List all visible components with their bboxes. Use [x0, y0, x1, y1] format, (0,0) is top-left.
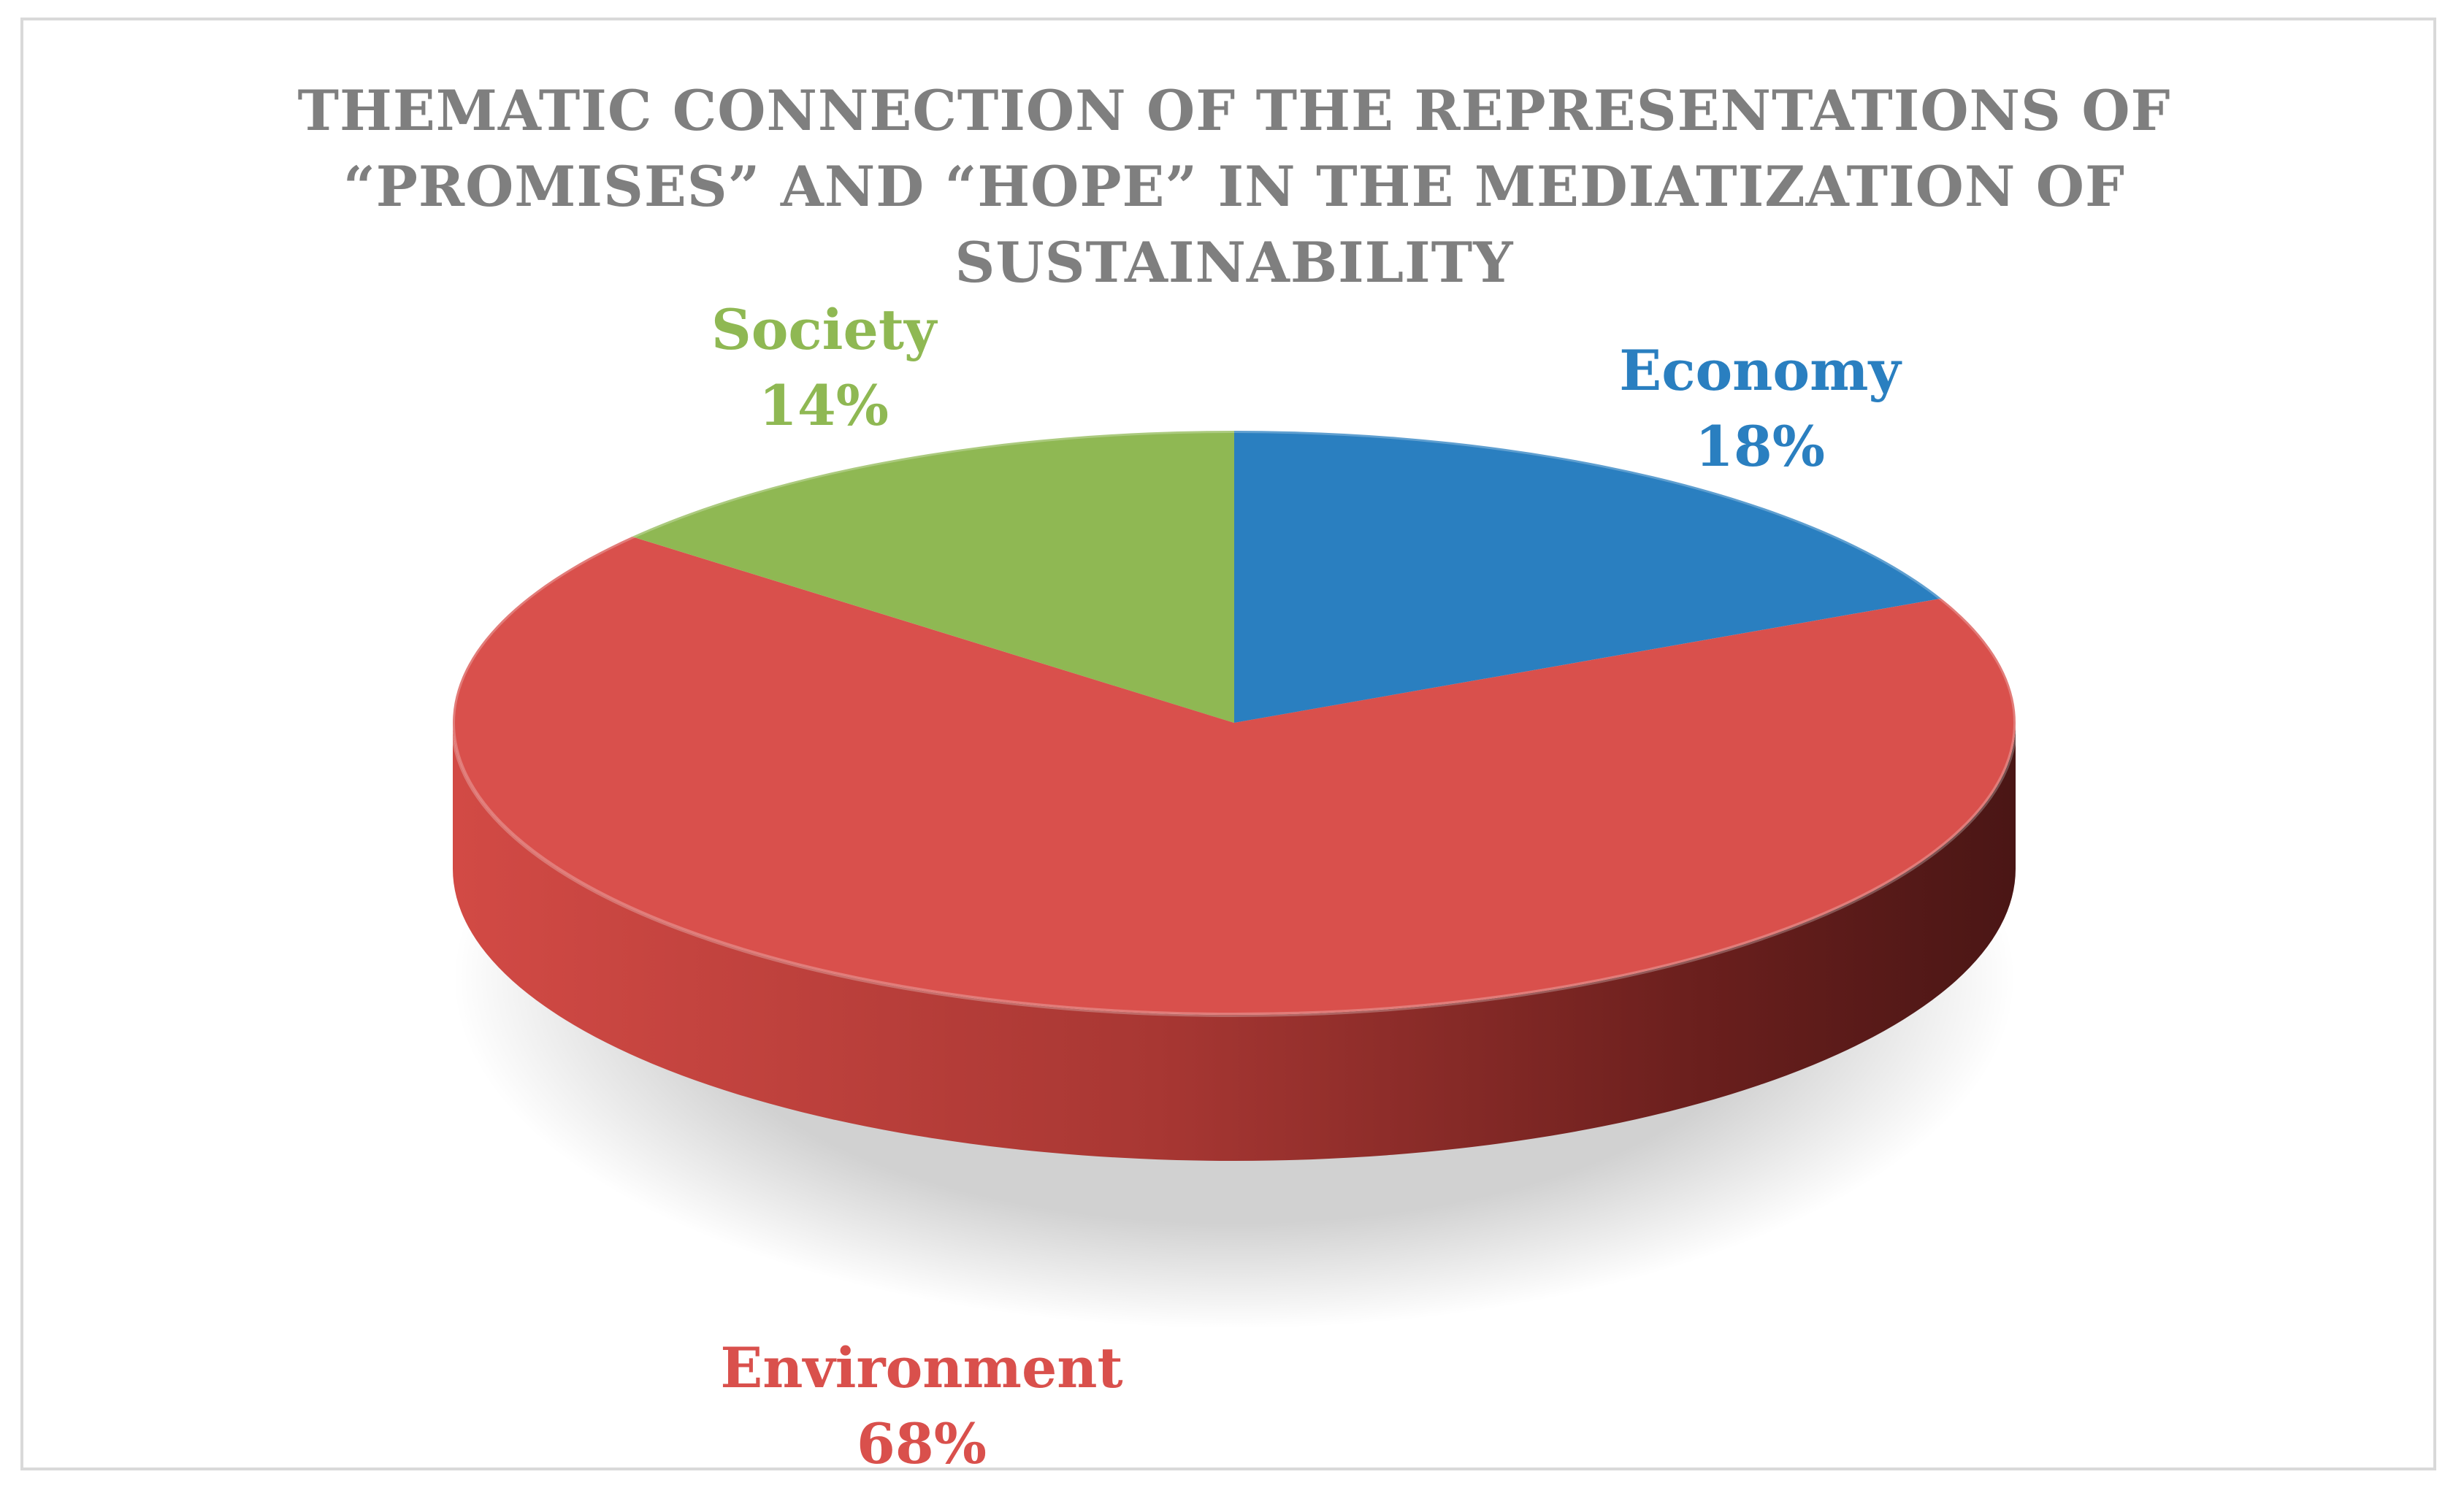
- pie-rim-highlight: [451, 429, 2018, 1017]
- chart-title-line-2: “PROMISES” AND “HOPE” IN THE MEDIATIZATI…: [343, 154, 2125, 219]
- data-label-value: 14%: [759, 373, 889, 438]
- data-label-value: 18%: [1695, 414, 1825, 479]
- pie-side-wall: [453, 723, 2016, 1161]
- data-label-value: 68%: [857, 1411, 987, 1476]
- pie-slice-society: [632, 431, 1234, 723]
- chart-title-line-1: THEMATIC CONNECTION OF THE REPRESENTATIO…: [297, 78, 2171, 143]
- data-label-category: Environment: [720, 1335, 1123, 1400]
- chart-title-line-3: SUSTAINABILITY: [954, 230, 1514, 295]
- data-label-category: Society: [711, 297, 937, 362]
- pie-slice-economy: [1234, 431, 1942, 723]
- chart-title: THEMATIC CONNECTION OF THE REPRESENTATIO…: [292, 73, 2176, 301]
- pie-top: [451, 429, 2018, 1017]
- data-label-society: Society 14%: [605, 292, 1043, 444]
- data-label-economy: Economy 18%: [1541, 333, 1979, 485]
- data-label-environment: Environment 68%: [703, 1330, 1141, 1482]
- data-label-category: Economy: [1619, 338, 1901, 403]
- pie-slice-environment: [453, 537, 2016, 1015]
- pie-side: [453, 723, 2016, 1161]
